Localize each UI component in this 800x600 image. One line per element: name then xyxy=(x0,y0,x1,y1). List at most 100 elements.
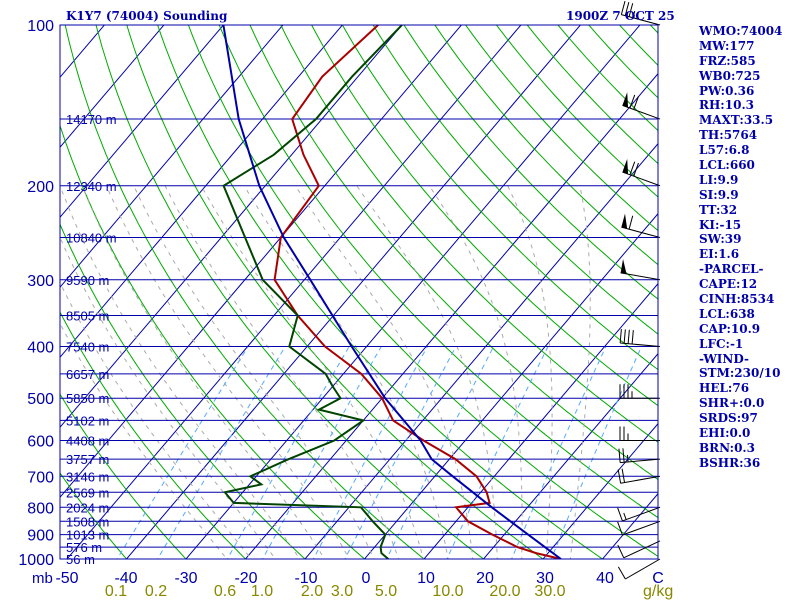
height-label: 576 m xyxy=(66,540,102,555)
wind-barb xyxy=(617,506,661,522)
pressure-unit-label: mb xyxy=(32,570,53,587)
dry-adiabat xyxy=(126,25,544,559)
index-value: -WIND- xyxy=(699,351,749,366)
height-label: 14170 m xyxy=(66,112,117,127)
wind-barb xyxy=(619,329,661,347)
pressure-tick-label: 1000 xyxy=(18,552,54,569)
moist-adiabat xyxy=(133,185,375,559)
mixing-ratio-tick-label: 20.0 xyxy=(489,583,520,600)
mixing-ratio-line xyxy=(550,346,642,559)
wind-barbs xyxy=(617,0,661,580)
moist-adiabat xyxy=(200,185,424,559)
moist-adiabat xyxy=(60,322,228,559)
moist-adiabat xyxy=(164,185,400,559)
mixing-ratio-unit-label: g/kg xyxy=(643,583,673,600)
mixing-ratio-line xyxy=(226,346,350,559)
index-value: HEL:76 xyxy=(699,381,750,396)
dry-adiabat xyxy=(372,25,658,335)
index-value: CAPE:12 xyxy=(699,277,758,292)
isotherm xyxy=(304,142,658,559)
wind-barb xyxy=(619,426,660,442)
temperature-tick-label: -50 xyxy=(55,570,78,587)
temperature-tick-label: 10 xyxy=(417,570,435,587)
wind-barb xyxy=(618,448,661,464)
pressure-tick-label: 600 xyxy=(27,434,54,451)
height-label: 7540 m xyxy=(66,340,109,355)
sounding-time: 1900Z 7 OCT 25 xyxy=(566,9,675,23)
index-value: KI:-15 xyxy=(699,217,742,232)
dry-adiabat xyxy=(60,472,128,559)
height-labels: 14170 m 12340 m 10840 m 9590 m 8505 m 7540 m 6… xyxy=(66,112,117,567)
index-value: MW:177 xyxy=(699,38,755,53)
temperature-tick-label: 40 xyxy=(596,570,614,587)
background-grid xyxy=(0,13,658,570)
isotherm xyxy=(125,25,582,559)
wind-barb xyxy=(622,92,661,120)
height-label: 1508 m xyxy=(66,514,109,529)
index-value: EHI:0.0 xyxy=(699,426,751,441)
parcel-profile xyxy=(222,25,562,559)
index-value: LFC:-1 xyxy=(699,336,744,351)
height-label: 4408 m xyxy=(66,434,109,449)
temperature-tick-label: -40 xyxy=(114,570,137,587)
dry-adiabat xyxy=(60,311,247,559)
dry-adiabat xyxy=(95,25,485,559)
index-value: CAP:10.9 xyxy=(699,321,761,336)
mixing-ratio-tick-label: 30.0 xyxy=(534,583,565,600)
index-value: WMO:74004 xyxy=(699,24,783,38)
isotherm xyxy=(60,25,344,359)
dry-adiabat xyxy=(60,223,306,559)
moist-adiabat xyxy=(507,185,553,559)
pressure-tick-label: 400 xyxy=(27,340,54,357)
wind-barb xyxy=(621,213,661,238)
mixing-ratio-tick-label: 0.6 xyxy=(214,583,236,600)
isotherm xyxy=(185,25,641,559)
sounding-series xyxy=(222,25,562,559)
mixing-ratio-tick-label: 2.0 xyxy=(301,583,323,600)
height-label: 8505 m xyxy=(66,309,109,324)
mixing-ratio-tick-label: 3.0 xyxy=(331,583,353,600)
mixing-ratio-tick-label: 1.0 xyxy=(251,583,273,600)
dry-adiabat xyxy=(64,25,425,559)
temperature-tick-label: 30 xyxy=(536,570,554,587)
mixing-ratio-line xyxy=(344,346,457,559)
height-label: 1013 m xyxy=(66,528,109,543)
temperature-tick-label: -30 xyxy=(174,570,197,587)
isotherm xyxy=(66,25,522,559)
index-value: BSHR:36 xyxy=(699,455,761,470)
height-label: 9590 m xyxy=(66,273,109,288)
dry-adiabat xyxy=(249,25,658,481)
temperature-tick-label: -20 xyxy=(234,570,257,587)
sounding-title: K1Y7 (74004) Sounding xyxy=(66,9,228,23)
index-value: EI:1.6 xyxy=(699,247,740,262)
index-value: SHR+:0.0 xyxy=(699,396,765,411)
isotherm xyxy=(60,25,403,429)
index-value: RH:10.3 xyxy=(699,98,754,113)
mixing-ratio-tick-label: 0.1 xyxy=(105,583,127,600)
height-label: 10840 m xyxy=(66,230,117,245)
isobar-lines xyxy=(60,24,658,560)
index-value: CINH:8534 xyxy=(699,292,775,307)
wind-barb xyxy=(622,158,661,187)
isotherm xyxy=(0,13,55,570)
moist-adiabat xyxy=(294,185,474,559)
index-value: STM:230/10 xyxy=(699,366,781,381)
isotherm xyxy=(482,352,658,559)
pressure-tick-label: 100 xyxy=(27,18,54,35)
index-value: LCL:638 xyxy=(699,306,755,321)
dry-adiabat xyxy=(157,25,604,559)
index-value: TT:32 xyxy=(699,202,738,217)
isotherm xyxy=(542,422,658,559)
isotherm xyxy=(60,25,165,149)
height-label: 3757 m xyxy=(66,452,109,467)
index-value: PW:0.36 xyxy=(699,83,755,98)
dry-adiabat xyxy=(60,393,187,559)
pressure-tick-label: 800 xyxy=(27,500,54,517)
temperature-tick-label: 0 xyxy=(362,570,371,587)
index-value: TH:5764 xyxy=(699,128,758,143)
wind-barb xyxy=(617,558,661,580)
pressure-tick-label: 200 xyxy=(27,179,54,196)
index-value: BRN:0.3 xyxy=(699,440,755,455)
wind-barb xyxy=(620,0,661,26)
